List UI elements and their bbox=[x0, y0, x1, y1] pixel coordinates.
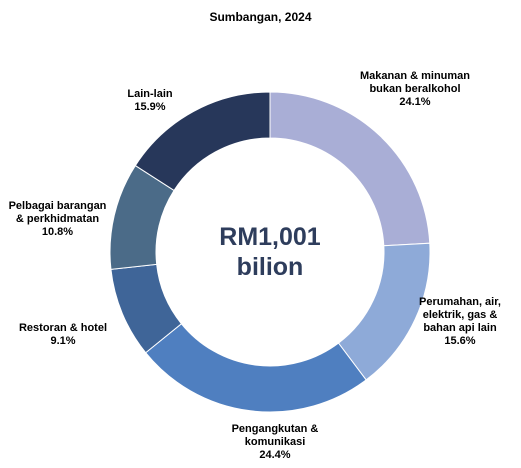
donut-slice bbox=[134, 91, 271, 192]
label-text: Restoran & hotel bbox=[18, 322, 107, 334]
label-text: 10.8% bbox=[41, 226, 74, 238]
label-text: 15.6% bbox=[444, 335, 476, 347]
slice-label: Restoran & hotel 9.1% bbox=[8, 322, 118, 348]
chart-title: Sumbangan, 2024 bbox=[209, 10, 312, 24]
label-text: 15.9% bbox=[134, 101, 166, 113]
label-text: 24.1% bbox=[399, 96, 431, 108]
slice-label: Pelbagai barangan & perkhidmatan 10.8% bbox=[5, 200, 110, 239]
label-text: Lain-lain bbox=[127, 88, 173, 100]
label-text: Pelbagai barangan & perkhidmatan bbox=[8, 200, 107, 225]
label-text: Perumahan, air, elektrik, gas & bahan ap… bbox=[419, 296, 501, 334]
center-label: RM1,001 bilion bbox=[219, 223, 321, 281]
label-text: 24.4% bbox=[259, 449, 291, 461]
label-text: 9.1% bbox=[50, 335, 76, 347]
slice-label: Perumahan, air, elektrik, gas & bahan ap… bbox=[405, 296, 515, 348]
slice-label: Lain-lain 15.9% bbox=[95, 88, 205, 114]
label-text: Pengangkutan & komunikasi bbox=[231, 423, 319, 448]
slice-label: Pengangkutan & komunikasi 24.4% bbox=[205, 423, 345, 462]
donut-slice bbox=[144, 323, 367, 413]
label-text: Makanan & minuman bukan beralkohol bbox=[359, 70, 471, 95]
slice-label: Makanan & minuman bukan beralkohol 24.1% bbox=[350, 70, 480, 109]
